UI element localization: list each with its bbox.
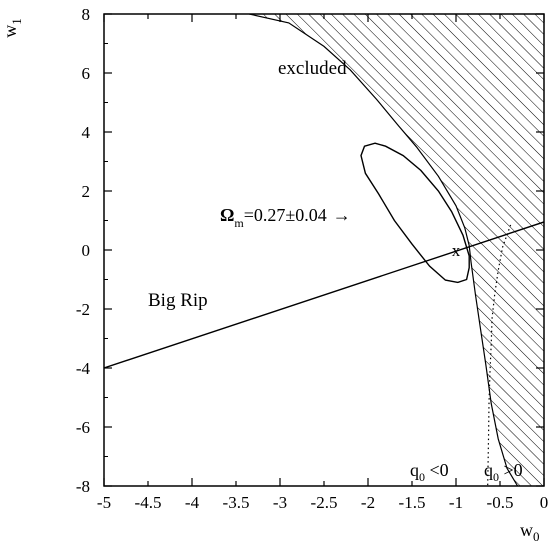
- y-tick-label: -6: [76, 418, 90, 437]
- y-tick-label: 8: [82, 5, 91, 24]
- excluded-label: excluded: [278, 58, 347, 79]
- x-tick-label: 0: [540, 493, 548, 512]
- y-tick-label: 2: [82, 182, 91, 201]
- omega-m-contour: [360, 142, 470, 284]
- y-axis-label: w1: [0, 18, 24, 38]
- x-tick-label: -3.5: [223, 493, 250, 512]
- x-tick-label: -5: [97, 493, 111, 512]
- x-tick-label: -2.5: [311, 493, 338, 512]
- y-tick-label: -2: [76, 300, 90, 319]
- x-axis-label: w0: [520, 520, 540, 544]
- x-tick-label: -2: [361, 493, 375, 512]
- excluded-boundary-curve: [249, 14, 519, 486]
- y-tick-label: 6: [82, 64, 91, 83]
- q0-negative-label: q0 <0: [410, 460, 449, 484]
- omega-m-annotation: Ωm=0.27±0.04 →: [220, 205, 351, 230]
- x-tick-label: -1: [449, 493, 463, 512]
- best-fit-marker: x: [452, 241, 461, 260]
- big-rip-line: [104, 221, 544, 369]
- plot-area: x: [104, 14, 544, 486]
- excluded-bottom-region: [469, 245, 544, 486]
- x-tick-label: -4.5: [135, 493, 162, 512]
- x-tick-label: -0.5: [487, 493, 514, 512]
- x-tick-label: -1.5: [399, 493, 426, 512]
- y-tick-label: -8: [76, 477, 90, 496]
- excluded-top-region: [249, 14, 544, 246]
- q0-boundary-dotted-curve: [487, 224, 512, 486]
- x-tick-label: -3: [273, 493, 287, 512]
- y-tick-label: 0: [82, 241, 91, 260]
- y-tick-label: -4: [76, 359, 91, 378]
- x-tick-label: -4: [185, 493, 200, 512]
- x-axis-ticks: -5 -4.5 -4 -3.5 -3 -2.5 -2 -1.5 -1 -0.5 0: [97, 14, 548, 512]
- big-rip-label: Big Rip: [148, 290, 208, 311]
- y-axis-ticks: -8 -6 -4 -2 0 2 4 6 8: [76, 5, 544, 496]
- y-tick-label: 4: [82, 123, 91, 142]
- q0-positive-label: q0 >0: [484, 460, 523, 484]
